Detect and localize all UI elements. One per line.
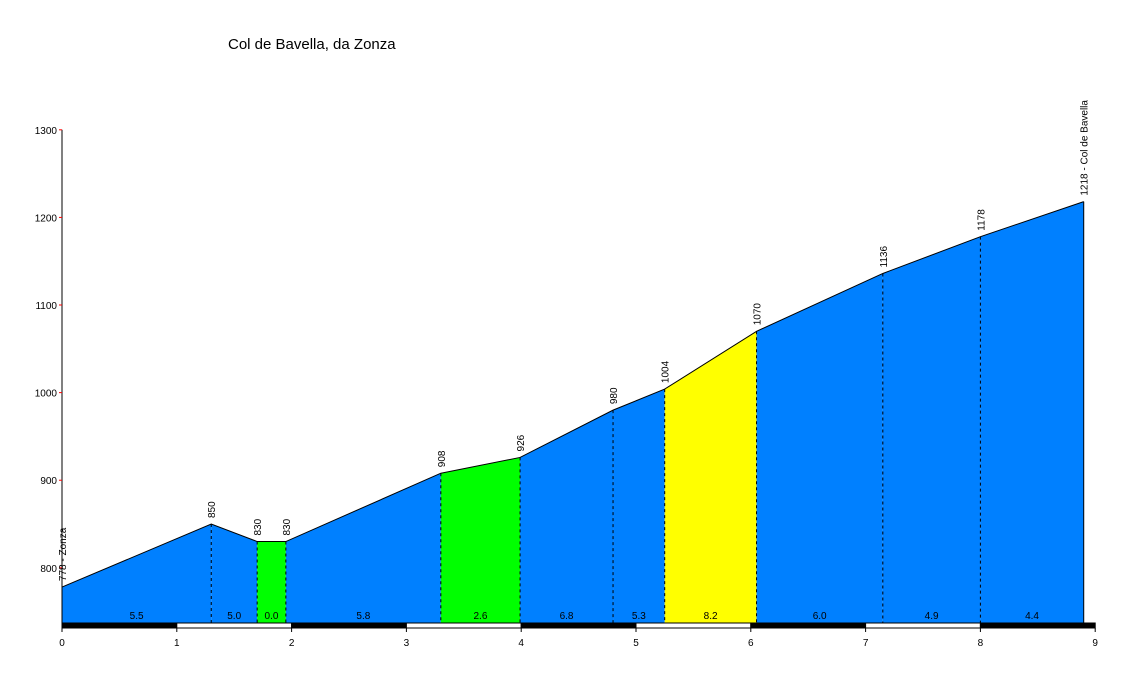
gradient-segment — [520, 410, 614, 623]
elevation-label: 1004 — [661, 360, 672, 383]
chart-title: Col de Bavella, da Zonza — [228, 36, 396, 53]
gradient-segment — [285, 473, 441, 623]
kilometre-scale-bar — [61, 622, 1096, 629]
elevation-label: 850 — [207, 501, 218, 518]
axes: 800 900 1000 1100 1200 1300 0 1 2 3 4 5 6 7 8 9 — [35, 126, 1099, 649]
gradient-label: 5.5 — [130, 611, 144, 622]
gradient-label: 0.0 — [265, 611, 279, 622]
x-tick-label: 7 — [863, 638, 869, 649]
elevation-label: 778 - Zonza — [58, 527, 69, 581]
gradient-segment — [980, 201, 1084, 624]
x-tick-label: 2 — [289, 638, 295, 649]
gradient-label: 6.0 — [813, 611, 827, 622]
y-tick-label: 800 — [40, 564, 57, 575]
elevation-label: 908 — [437, 450, 448, 467]
gradient-labels: 5.5 5.0 0.0 5.8 2.6 6.8 5.3 8.2 6.0 4.9 4.4 — [130, 611, 1040, 622]
gradient-segment — [756, 273, 883, 623]
x-tick-label: 1 — [174, 638, 180, 649]
km-bar-cell — [61, 622, 178, 629]
gradient-label: 5.8 — [356, 611, 370, 622]
gradient-label: 4.4 — [1025, 611, 1039, 622]
elevation-label: 830 — [253, 518, 264, 535]
gradient-label: 6.8 — [560, 611, 574, 622]
gradient-label: 2.6 — [473, 611, 487, 622]
profile-outline — [61, 201, 1084, 588]
gradient-segment — [211, 524, 258, 623]
elevation-label: 1218 - Col de Bavella — [1080, 100, 1091, 196]
km-bar-cell — [865, 622, 981, 629]
km-bar-cell — [176, 622, 293, 629]
gradient-label: 4.9 — [925, 611, 939, 622]
x-tick-label: 6 — [748, 638, 754, 649]
elevation-label: 1136 — [879, 246, 890, 268]
km-bar-cell — [750, 622, 867, 629]
km-bar-cell — [635, 622, 752, 629]
x-tick-label: 5 — [633, 638, 639, 649]
elevation-label: 1070 — [753, 303, 764, 326]
gradient-segment — [257, 541, 286, 623]
gradient-label: 8.2 — [704, 611, 718, 622]
km-bar-cell — [291, 622, 407, 629]
gradient-segment — [664, 331, 757, 623]
km-bar-cell — [979, 622, 1096, 629]
elevation-labels: 778 - Zonza 850 830 830 908 926 980 1004 1070 113… — [58, 100, 1091, 581]
elevation-label: 1178 — [976, 209, 987, 231]
y-tick-label: 1300 — [35, 126, 58, 137]
gradient-label: 5.3 — [632, 611, 646, 622]
x-tick-label: 8 — [978, 638, 984, 649]
y-tick-label: 900 — [40, 476, 57, 487]
gradient-label: 5.0 — [227, 611, 241, 622]
x-tick-label: 4 — [518, 638, 524, 649]
km-bar-cell — [520, 622, 637, 629]
elevation-label: 830 — [282, 518, 293, 535]
gradient-segment — [882, 236, 981, 623]
km-bar-cell — [405, 622, 522, 629]
elevation-label: 926 — [516, 434, 527, 451]
gradient-segment — [62, 524, 212, 623]
x-tick-label: 3 — [404, 638, 410, 649]
y-tick-label: 1200 — [35, 213, 58, 224]
y-tick-label: 1100 — [35, 301, 57, 312]
profile-line — [61, 201, 1084, 588]
x-tick-label: 9 — [1092, 638, 1098, 649]
y-tick-label: 1000 — [35, 389, 58, 400]
gradient-segment — [613, 389, 665, 623]
gradient-segments — [62, 201, 1084, 624]
segment-dividers — [210, 201, 1085, 623]
elevation-label: 980 — [609, 387, 620, 404]
gradient-segment — [440, 457, 521, 623]
x-tick-label: 0 — [59, 638, 65, 649]
